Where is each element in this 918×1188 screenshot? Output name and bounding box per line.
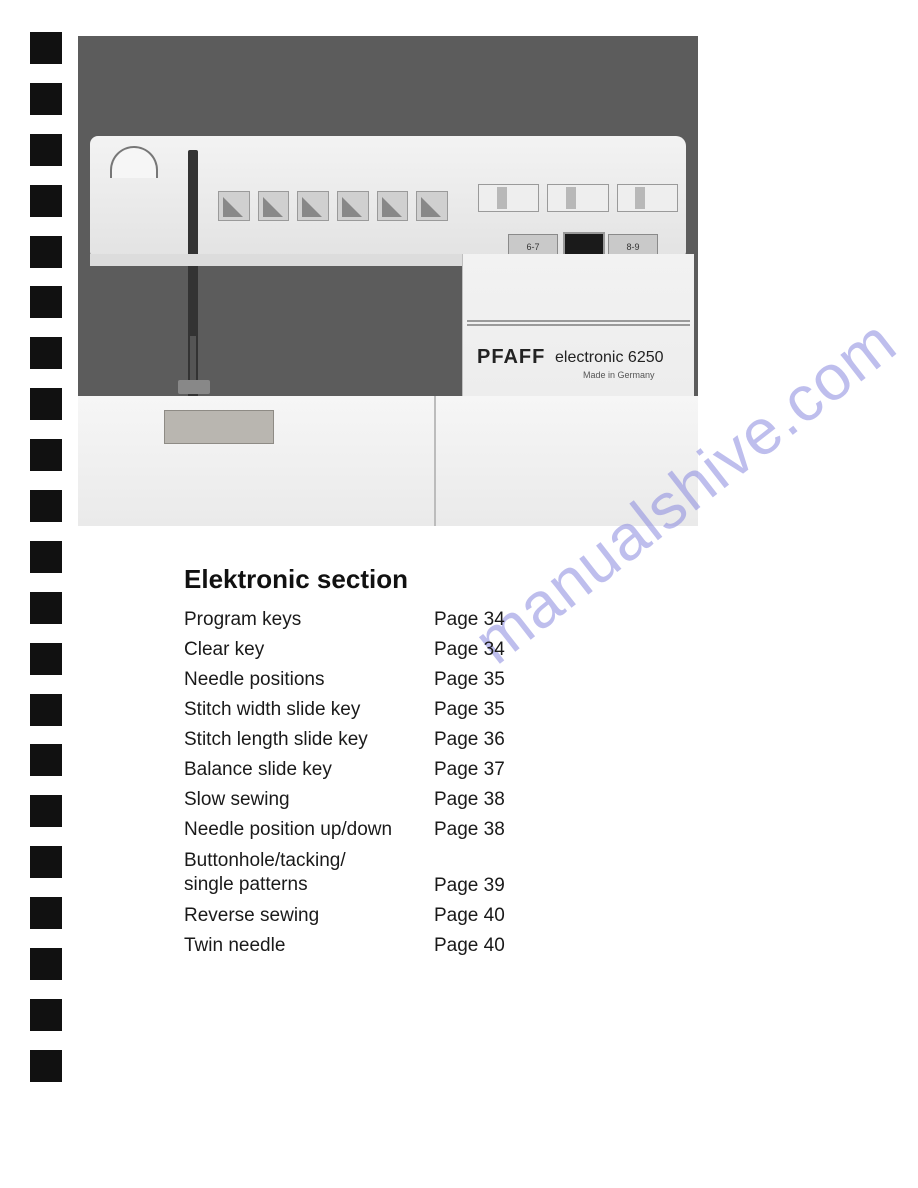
binding-hole [30, 134, 62, 166]
binding-hole [30, 185, 62, 217]
toc-item-label: Clear key [184, 639, 434, 661]
toc-item-page: Page 38 [434, 789, 664, 811]
toc-item-page: Page 37 [434, 759, 664, 781]
binding-hole [30, 439, 62, 471]
brand-label: PFAFF [477, 346, 545, 369]
binding-hole [30, 592, 62, 624]
toc-item-label: Buttonhole/tacking/ single patterns [184, 849, 434, 897]
presser-foot-icon [174, 336, 214, 400]
binding-hole [30, 83, 62, 115]
toc-item-label: Reverse sewing [184, 905, 434, 927]
slide-key-panel [478, 184, 678, 226]
toc-item-page: Page 39 [434, 875, 664, 897]
toc-item-label: Slow sewing [184, 789, 434, 811]
toc-item-page: Page 38 [434, 819, 664, 841]
stitch-button [218, 191, 250, 221]
stitch-button [258, 191, 290, 221]
slide-key [478, 184, 539, 212]
toc-item-label: Stitch length slide key [184, 729, 434, 751]
model-label: electronic 6250 [555, 349, 664, 367]
content-block: Elektronic section Program keysPage 34Cl… [184, 564, 664, 957]
bed-seam [434, 396, 436, 526]
binding-hole [30, 1050, 62, 1082]
made-in-label: Made in Germany [583, 370, 655, 380]
manual-page: 6-7 8-9 clear PFAFF electronic 6250 Made… [0, 0, 918, 1188]
binding-hole [30, 337, 62, 369]
binding-hole [30, 388, 62, 420]
toc-item-page: Page 40 [434, 905, 664, 927]
binding-hole [30, 490, 62, 522]
binding-hole [30, 999, 62, 1031]
binding-hole [30, 236, 62, 268]
binding-hole [30, 897, 62, 929]
toc-item-page: Page 40 [434, 935, 664, 957]
binding-hole [30, 694, 62, 726]
needle-plate-icon [164, 410, 274, 444]
machine-arm-edge [90, 254, 462, 266]
stitch-button [337, 191, 369, 221]
binding-hole [30, 846, 62, 878]
product-photo: 6-7 8-9 clear PFAFF electronic 6250 Made… [78, 36, 698, 526]
toc-item-page: Page 35 [434, 669, 664, 691]
toc-item-label: Needle positions [184, 669, 434, 691]
stitch-button [416, 191, 448, 221]
toc-item-label: Stitch width slide key [184, 699, 434, 721]
toc-list: Program keysPage 34Clear keyPage 34Needl… [184, 609, 664, 957]
toc-item-page: Page 35 [434, 699, 664, 721]
toc-item-label: Needle position up/down [184, 819, 434, 841]
slide-key [617, 184, 678, 212]
binding-hole [30, 286, 62, 318]
binding-hole [30, 948, 62, 980]
toc-item-page: Page 36 [434, 729, 664, 751]
stitch-button [297, 191, 329, 221]
toc-item-page: Page 34 [434, 639, 664, 661]
binding-hole [30, 32, 62, 64]
binding-hole [30, 744, 62, 776]
stitch-select-panel [218, 186, 448, 226]
toc-item-label: Twin needle [184, 935, 434, 957]
section-title: Elektronic section [184, 564, 664, 595]
binding-hole [30, 795, 62, 827]
stitch-button [377, 191, 409, 221]
toc-item-label: Program keys [184, 609, 434, 631]
toc-item-page: Page 34 [434, 609, 664, 631]
decor-stripes [467, 320, 690, 326]
binding-hole [30, 541, 62, 573]
toc-item-label: Balance slide key [184, 759, 434, 781]
spiral-binding [30, 32, 66, 1082]
slide-key [547, 184, 608, 212]
binding-hole [30, 643, 62, 675]
